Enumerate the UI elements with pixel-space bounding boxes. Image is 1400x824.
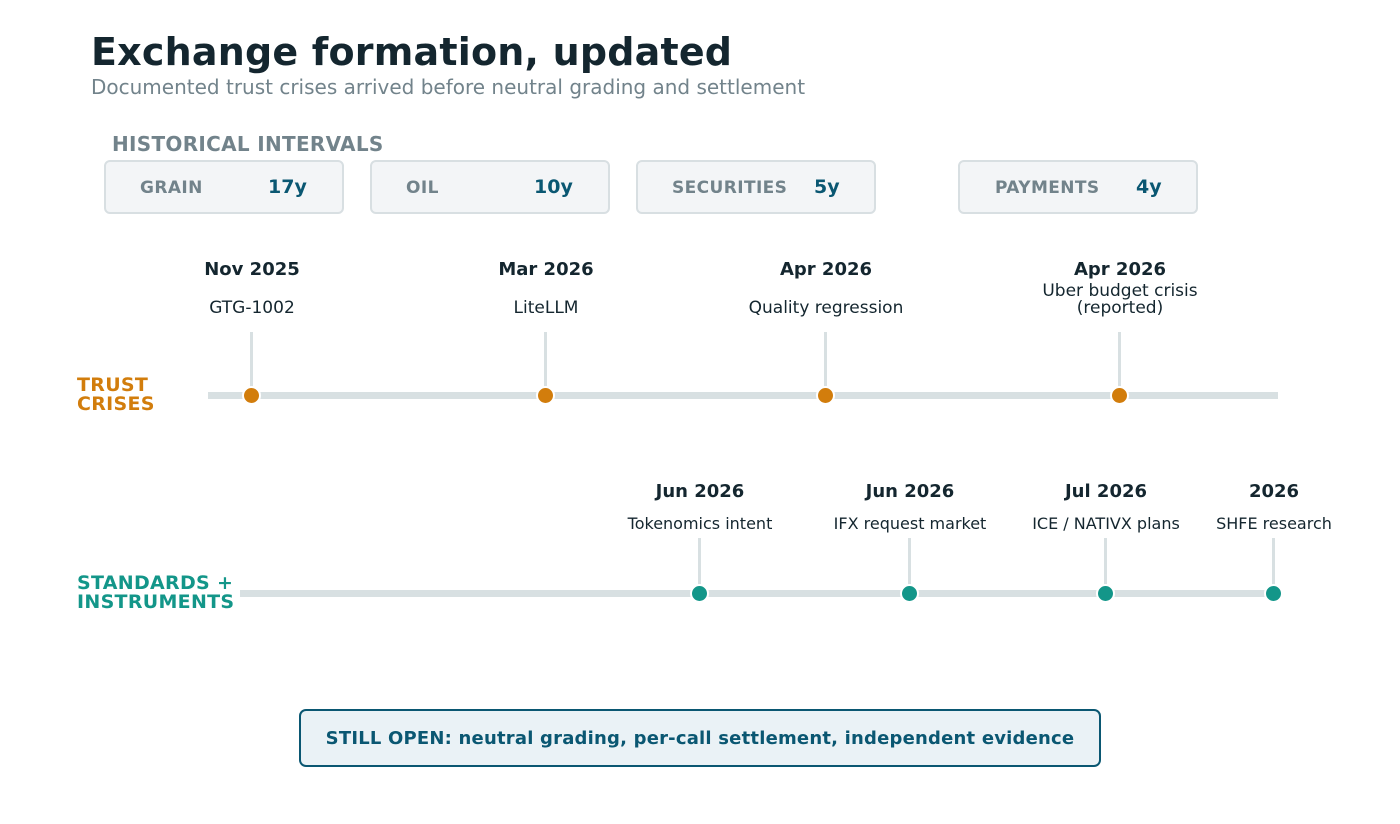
event-date: Nov 2025 xyxy=(204,259,300,280)
interval-card-grain: GRAIN 17y xyxy=(104,160,344,214)
trust-crisis-marker xyxy=(816,386,835,405)
trust-crisis-marker xyxy=(536,386,555,405)
still-open-callout: STILL OPEN: neutral grading, per-call se… xyxy=(299,709,1101,767)
row-label-line: TRUST xyxy=(77,374,149,396)
interval-card-securities: SECURITIES 5y xyxy=(636,160,876,214)
trust-crisis-marker xyxy=(242,386,261,405)
event-label-line: Uber budget crisis xyxy=(1042,281,1198,301)
row-label-line: INSTRUMENTS xyxy=(77,591,235,613)
standards-marker xyxy=(690,584,709,603)
event-label: ICE / NATIVX plans xyxy=(1032,514,1180,533)
event-date: Apr 2026 xyxy=(779,259,873,280)
event-stem xyxy=(824,332,827,394)
row-label-line: CRISES xyxy=(77,393,155,415)
standards-marker xyxy=(1096,584,1115,603)
event-label: Tokenomics intent xyxy=(627,514,773,533)
standards-instruments-row-label: STANDARDS + INSTRUMENTS xyxy=(77,574,234,612)
trust-crisis-marker xyxy=(1110,386,1129,405)
event-label: IFX request market xyxy=(833,514,987,533)
interval-value: 17y xyxy=(268,176,307,198)
event-date: Apr 2026 xyxy=(1073,259,1167,280)
event-stem xyxy=(908,538,911,592)
row-label-line: STANDARDS + xyxy=(77,572,234,594)
event-label: GTG-1002 xyxy=(209,298,295,318)
event-stem xyxy=(1272,538,1275,592)
event-stem xyxy=(250,332,253,394)
event-label-line: (reported) xyxy=(1076,298,1164,318)
event-stem xyxy=(1118,332,1121,394)
standards-instruments-track xyxy=(240,590,1278,597)
event-stem xyxy=(698,538,701,592)
interval-card-oil: OIL 10y xyxy=(370,160,610,214)
event-date: Jun 2026 xyxy=(655,481,745,502)
event-date: 2026 xyxy=(1248,481,1300,502)
page-title: Exchange formation, updated xyxy=(91,30,733,74)
interval-name: GRAIN xyxy=(140,178,203,198)
historical-intervals-heading: HISTORICAL INTERVALS xyxy=(112,132,384,156)
event-label: LiteLLM xyxy=(513,298,579,318)
standards-marker xyxy=(1264,584,1283,603)
event-label: SHFE research xyxy=(1216,514,1332,533)
event-label: Quality regression xyxy=(748,298,904,318)
interval-name: SECURITIES xyxy=(672,178,788,198)
interval-value: 10y xyxy=(534,176,573,198)
interval-name: OIL xyxy=(406,178,439,198)
event-date: Jun 2026 xyxy=(865,481,955,502)
interval-name: PAYMENTS xyxy=(995,178,1100,198)
interval-card-payments: PAYMENTS 4y xyxy=(958,160,1198,214)
trust-crises-row-label: TRUST CRISES xyxy=(77,376,155,414)
interval-value: 5y xyxy=(814,176,840,198)
callout-text: STILL OPEN: neutral grading, per-call se… xyxy=(325,727,1075,749)
page-subtitle: Documented trust crises arrived before n… xyxy=(91,75,806,99)
event-date: Mar 2026 xyxy=(498,259,594,280)
standards-marker xyxy=(900,584,919,603)
trust-crises-track xyxy=(208,392,1278,399)
event-stem xyxy=(544,332,547,394)
interval-value: 4y xyxy=(1136,176,1162,198)
event-stem xyxy=(1104,538,1107,592)
event-date: Jul 2026 xyxy=(1064,481,1148,502)
